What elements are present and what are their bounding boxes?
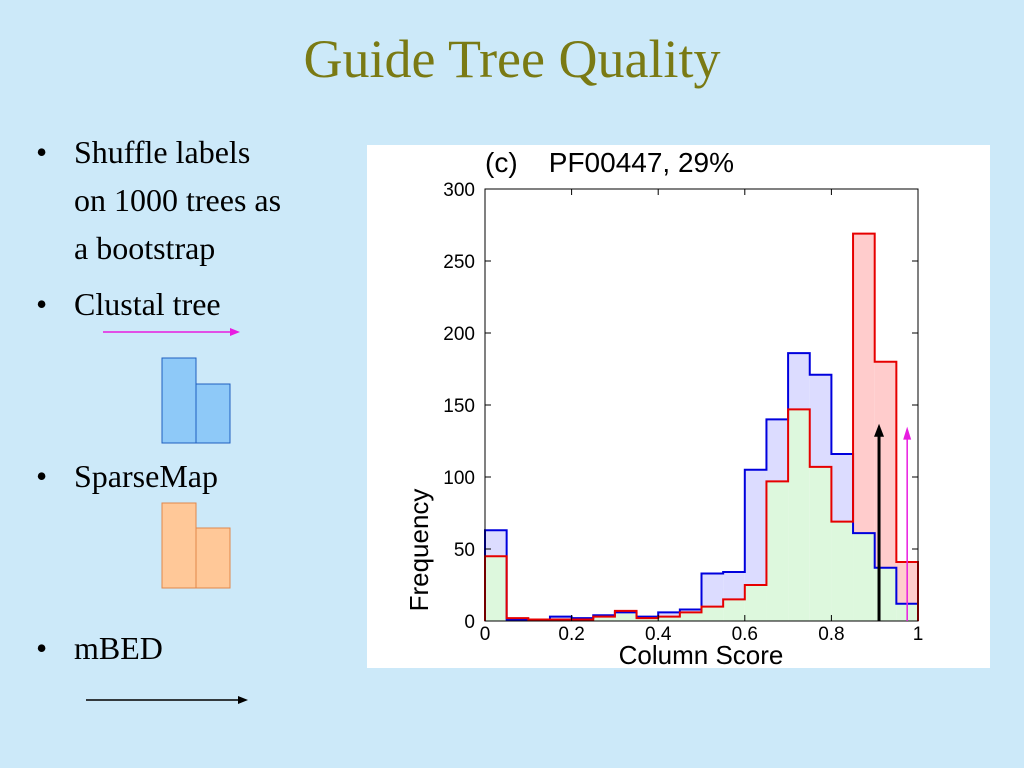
bullet-shuffle-line-1: Shuffle labels [74, 134, 251, 170]
mbed-arrow-marker [86, 696, 248, 704]
histogram-bar-fill [679, 609, 702, 613]
histogram-bar-fill [831, 453, 854, 522]
y-tick-label: 50 [454, 540, 475, 561]
y-axis-label: Frequency [404, 489, 434, 612]
bullet-dot: • [36, 630, 48, 666]
histogram-overlap-fill [636, 618, 659, 621]
score-arrow-head [903, 426, 912, 440]
x-tick-label: 0.8 [818, 624, 844, 645]
histogram-overlap-fill [485, 556, 507, 621]
y-tick-label: 150 [443, 396, 475, 417]
histogram-bar-fill [701, 573, 724, 607]
histogram-bar-fill [658, 612, 680, 617]
histogram-bar-fill [485, 530, 507, 557]
x-tick-label: 1 [913, 624, 924, 645]
histogram-overlap-fill [809, 466, 832, 621]
histogram-overlap-fill [593, 616, 615, 621]
x-tick-label: 0.6 [732, 624, 758, 645]
histogram-overlap-fill [766, 481, 789, 621]
y-tick-label: 0 [464, 612, 475, 633]
bullet-mbed-label: mBED [74, 630, 163, 666]
histogram-overlap-fill [853, 533, 875, 621]
histogram-overlap-fill [831, 521, 854, 621]
y-tick-label: 100 [443, 468, 475, 489]
x-axis-label: Column Score [619, 640, 784, 668]
bullet-dot: • [36, 134, 48, 170]
histogram-series-1-outline [484, 232, 919, 621]
bullet-dot: • [36, 458, 48, 494]
histogram-bar-fill [788, 353, 810, 410]
histogram-bar-fill [853, 233, 875, 534]
blue-histogram-marker [161, 357, 231, 444]
clustal-arrow-marker [103, 328, 240, 336]
score-arrow-head [874, 423, 885, 437]
histogram-overlap-fill [723, 599, 745, 621]
histogram-overlap-fill [679, 612, 702, 621]
chart-title: (c) PF00447, 29% [485, 147, 734, 178]
histogram-overlap-fill [788, 409, 810, 621]
histogram-overlap-fill [744, 585, 767, 621]
bullet-sparsemap-label: SparseMap [74, 458, 218, 494]
y-tick-label: 300 [443, 180, 475, 201]
bullet-shuffle-line-3: a bootstrap [74, 230, 216, 266]
bullet-dot: • [36, 286, 48, 322]
orange-histogram-marker [161, 502, 231, 589]
histogram-chart-panel: (c) PF00447, 29% 0 50 100 150 200 250 300 0 0.2 0… [367, 145, 990, 668]
histogram-bar-fill [549, 616, 572, 620]
histogram-overlap-fill [658, 616, 680, 621]
legend-markers [86, 328, 248, 704]
histogram-bar-fill [809, 374, 832, 467]
bullet-clustal-label: Clustal tree [74, 286, 221, 322]
x-tick-label: 0 [480, 624, 491, 645]
slide-title: Guide Tree Quality [303, 29, 721, 89]
y-tick-label: 200 [443, 324, 475, 345]
histogram-bar-fill [723, 572, 745, 600]
bullet-shuffle-line-2: on 1000 trees as [74, 182, 282, 218]
x-tick-label: 0.4 [645, 624, 672, 645]
histogram-overlap-fill [614, 612, 637, 621]
y-tick-label: 250 [443, 252, 475, 273]
x-tick-label: 0.2 [558, 624, 584, 645]
histogram-overlap-fill [701, 606, 724, 621]
histogram-chart: (c) PF00447, 29% 0 50 100 150 200 250 300 0 0.2 0… [404, 147, 924, 668]
histogram-bar-fill [744, 469, 767, 585]
histogram-bar-fill [766, 419, 789, 482]
